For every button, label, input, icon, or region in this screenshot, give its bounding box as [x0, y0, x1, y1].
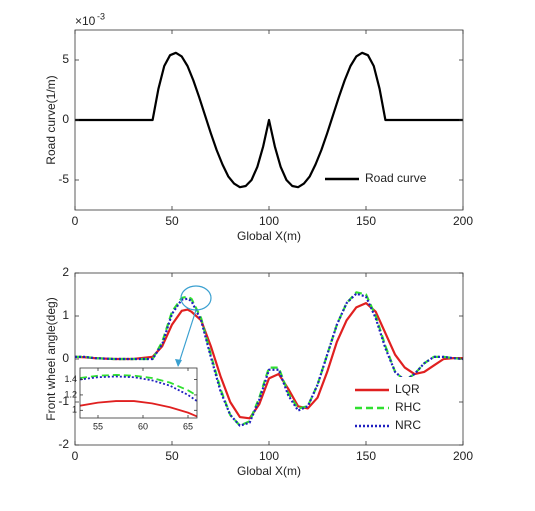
y-tick-label: 2 — [62, 265, 69, 279]
y-tick-label: 5 — [62, 52, 69, 66]
x-tick-label: 55 — [93, 421, 103, 431]
axis-multiplier: ×10 — [75, 14, 96, 28]
x-tick-label: 0 — [72, 449, 79, 463]
x-axis-label: Global X(m) — [237, 229, 301, 243]
x-tick-label: 0 — [72, 214, 79, 228]
axis-multiplier-exponent: -3 — [97, 11, 105, 21]
series-line — [75, 302, 463, 420]
y-axis-label: Front wheel angle(deg) — [44, 297, 58, 420]
series-line — [75, 51, 463, 189]
x-tick-label: 100 — [259, 449, 279, 463]
y-tick-label: -1 — [58, 394, 69, 408]
y-tick-label: 1.2 — [64, 389, 77, 399]
legend-label: RHC — [395, 400, 421, 414]
x-tick-label: 60 — [138, 421, 148, 431]
series-line — [80, 375, 197, 402]
zoom-arrowhead — [175, 359, 182, 367]
plot-lines — [75, 51, 463, 189]
y-tick-label: 0 — [62, 112, 69, 126]
x-tick-label: 200 — [453, 449, 473, 463]
x-tick-label: 100 — [259, 214, 279, 228]
x-tick-label: 50 — [165, 214, 179, 228]
y-tick-label: -2 — [58, 437, 69, 451]
x-tick-label: 200 — [453, 214, 473, 228]
y-tick-label: 0 — [62, 351, 69, 365]
y-tick-label: 1 — [62, 308, 69, 322]
x-tick-label: 150 — [356, 214, 376, 228]
y-tick-label: -5 — [58, 172, 69, 186]
series-line — [80, 400, 197, 418]
axes-frame — [79, 367, 198, 419]
legend-label: LQR — [395, 382, 420, 396]
x-tick-label: 65 — [183, 421, 193, 431]
x-tick-label: 150 — [356, 449, 376, 463]
y-tick-label: 1.4 — [64, 374, 77, 384]
zoom-pointer — [177, 309, 197, 367]
legend-label: Road curve — [365, 171, 427, 185]
plot-lines — [80, 374, 197, 418]
legend-label: NRC — [395, 418, 421, 432]
x-axis-label: Global X(m) — [237, 464, 301, 478]
x-tick-label: 50 — [165, 449, 179, 463]
y-tick-label: 1 — [72, 405, 77, 415]
y-axis-label: Road curve(1/m) — [44, 75, 58, 164]
